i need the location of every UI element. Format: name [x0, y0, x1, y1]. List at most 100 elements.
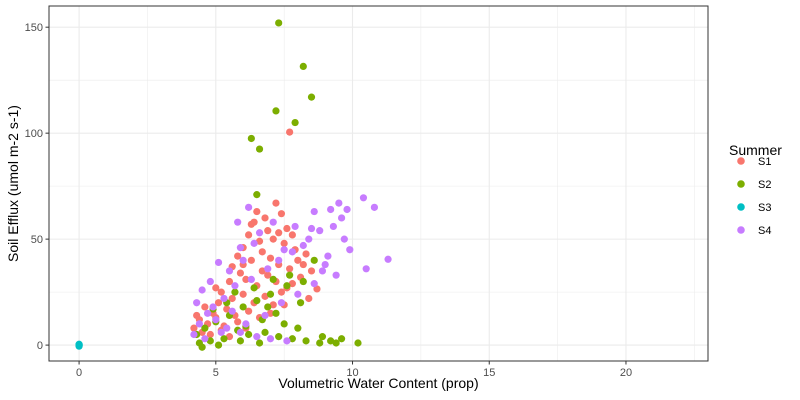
data-point — [269, 275, 277, 284]
data-point — [212, 284, 220, 292]
data-point — [362, 265, 370, 273]
data-point — [302, 250, 310, 258]
data-point — [332, 339, 340, 347]
series-s3 — [75, 340, 83, 350]
data-point — [217, 328, 225, 336]
data-point — [255, 229, 264, 237]
data-point — [255, 339, 264, 347]
data-point — [307, 93, 316, 101]
data-point — [321, 260, 329, 269]
data-point — [305, 294, 313, 303]
data-point — [214, 258, 223, 267]
data-point — [242, 320, 250, 328]
data-point — [299, 260, 307, 269]
data-point — [231, 288, 239, 296]
legend-label: S4 — [758, 225, 771, 237]
data-point — [286, 128, 294, 136]
data-point — [280, 239, 288, 247]
data-point — [245, 231, 253, 239]
data-point — [75, 341, 83, 350]
data-point — [307, 224, 316, 233]
data-point — [359, 194, 368, 202]
data-point — [269, 235, 277, 243]
data-point — [269, 301, 277, 309]
data-point — [288, 248, 296, 256]
x-tick-label: 5 — [213, 367, 219, 379]
data-point — [346, 246, 354, 254]
data-point — [190, 324, 198, 332]
x-axis-title: Volumetric Water Content (prop) — [278, 375, 478, 391]
data-point — [272, 309, 280, 317]
data-point — [283, 282, 291, 290]
data-point — [277, 288, 286, 296]
data-point — [201, 303, 209, 311]
data-point — [247, 220, 255, 228]
data-point — [384, 255, 392, 263]
data-point — [253, 333, 261, 341]
data-point — [275, 333, 283, 341]
data-point — [236, 269, 245, 277]
legend-key — [737, 157, 745, 165]
data-point — [318, 267, 327, 275]
data-point — [340, 235, 348, 243]
data-point — [318, 333, 327, 341]
data-point — [275, 256, 283, 264]
data-point — [206, 337, 214, 345]
legend-item-s3: S3 — [737, 202, 771, 214]
data-point — [291, 118, 299, 127]
grid — [49, 6, 708, 361]
data-point — [335, 199, 343, 207]
data-point — [250, 284, 258, 292]
data-point — [250, 239, 258, 247]
data-point — [190, 330, 198, 339]
data-point — [255, 237, 264, 245]
data-point — [275, 229, 283, 237]
data-point — [198, 286, 206, 294]
data-point — [195, 339, 203, 347]
x-tick-label: 0 — [76, 367, 82, 379]
legend-key — [737, 180, 745, 188]
data-point — [247, 256, 255, 264]
legend-key — [737, 203, 745, 211]
data-point — [277, 299, 286, 307]
data-point — [223, 324, 231, 332]
data-point — [239, 256, 247, 264]
data-point — [239, 303, 247, 311]
data-point — [261, 328, 269, 336]
data-point — [245, 307, 253, 315]
data-point — [253, 191, 261, 199]
data-point — [294, 256, 302, 264]
data-point — [296, 299, 305, 307]
data-point — [266, 335, 275, 343]
legend-item-s1: S1 — [737, 156, 771, 168]
data-point — [337, 214, 346, 222]
data-point — [343, 205, 351, 214]
data-point — [299, 241, 307, 250]
data-point — [234, 252, 242, 260]
data-point — [288, 280, 296, 288]
data-point — [277, 210, 286, 218]
data-points — [75, 19, 392, 351]
y-tick-label: 0 — [37, 340, 43, 352]
data-point — [201, 335, 209, 343]
data-point — [228, 294, 236, 303]
plot-panel-border — [48, 5, 709, 362]
data-point — [225, 277, 234, 286]
data-point — [302, 337, 310, 345]
data-point — [255, 145, 264, 153]
data-point — [332, 271, 340, 279]
data-point — [193, 311, 201, 320]
data-point — [310, 280, 318, 288]
data-point — [261, 311, 269, 320]
data-point — [264, 265, 272, 273]
data-point — [266, 290, 275, 298]
data-point — [220, 335, 228, 343]
data-point — [288, 231, 296, 239]
y-tick-label: 50 — [31, 234, 43, 246]
data-point — [206, 330, 214, 339]
data-point — [266, 309, 275, 317]
x-tick-label: 15 — [483, 367, 495, 379]
data-point — [286, 265, 294, 273]
data-point — [299, 62, 307, 71]
data-point — [337, 335, 346, 343]
